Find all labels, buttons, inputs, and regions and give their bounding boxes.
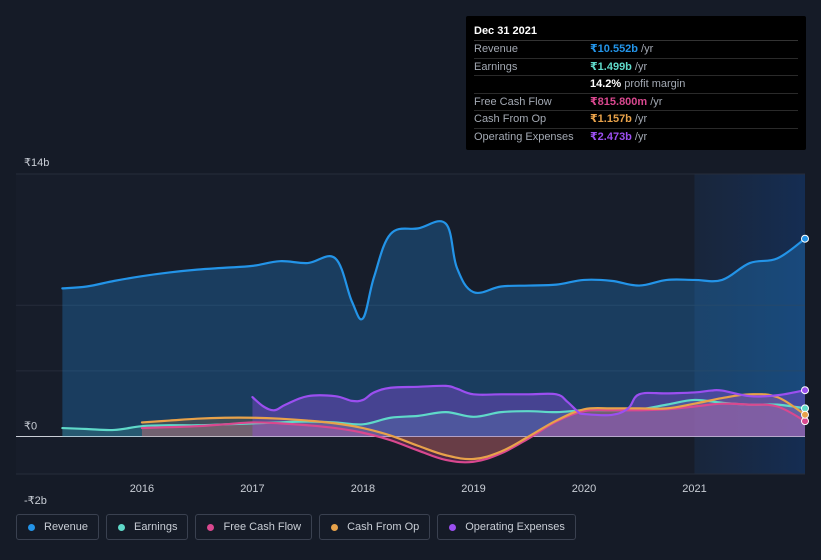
revenue-area (62, 221, 805, 437)
x-tick-label: 2017 (240, 483, 264, 495)
x-tick-label: 2016 (130, 483, 154, 495)
tooltip-label: Cash From Op (474, 113, 547, 125)
plot-background (16, 174, 805, 474)
tooltip-unit: /yr (634, 130, 648, 143)
legend-dot-icon (449, 523, 457, 531)
tooltip-date: Dec 31 2021 (474, 24, 798, 41)
tooltip-unit: /yr (641, 43, 654, 55)
tooltip-row: Free Cash Flow ₹815.800m/yr (474, 94, 798, 111)
free-cash-flow-area (141, 403, 805, 463)
revenue-line (61, 220, 807, 321)
legend: Revenue Earnings Free Cash Flow Cash From O… (16, 514, 576, 540)
legend-dot-icon (28, 523, 35, 531)
tooltip-row: Cash From Op ₹1.157b/yr (474, 111, 798, 129)
x-tick-label: 2019 (461, 483, 485, 495)
y-axis-ticks: ₹14b ₹0 -₹2b (24, 157, 49, 507)
legend-label: Operating Expenses (465, 521, 565, 533)
tooltip-row: Operating Expenses ₹2.473b/yr (474, 129, 798, 146)
gridlines (16, 173, 805, 475)
tooltip-label: Earnings (474, 60, 518, 73)
tooltip-value: ₹815.800m (590, 95, 648, 108)
cash-from-op-line (140, 393, 807, 461)
tooltip-label (474, 76, 590, 93)
tooltip-label: Operating Expenses (474, 130, 574, 143)
legend-label: Free Cash Flow (223, 521, 302, 533)
y-tick-label: ₹14b (24, 157, 49, 169)
y-tick-label: -₹2b (24, 495, 47, 507)
earnings-area (62, 399, 805, 437)
tooltip-unit: profit margin (624, 78, 686, 90)
tooltip-row: Revenue ₹10.552b/yr (474, 41, 798, 59)
tooltip-value: ₹2.473b (590, 130, 632, 143)
legend-label: Earnings (134, 521, 178, 533)
tooltip-unit: /yr (634, 113, 648, 125)
tooltip-unit: /yr (650, 95, 663, 108)
free-cash-flow-line (140, 402, 807, 464)
series-endpoints (801, 234, 809, 426)
tooltip-value: ₹1.157b (590, 113, 632, 125)
operating-expenses-line (251, 384, 807, 417)
legend-label: Revenue (44, 521, 89, 533)
legend-item-earnings[interactable]: Earnings (106, 514, 189, 540)
tooltip-row: 14.2% profit margin (474, 76, 798, 94)
legend-dot-icon (118, 523, 126, 531)
tooltip-row: Earnings ₹1.499b/yr (474, 59, 798, 76)
x-tick-label: 2021 (682, 483, 706, 495)
cash-from-op-endpoint (801, 410, 809, 419)
series-lines (61, 220, 807, 464)
tooltip-rows: Revenue ₹10.552b/yr Earnings ₹1.499b/yr 14.2… (474, 41, 798, 145)
legend-item-revenue[interactable]: Revenue (16, 514, 100, 540)
legend-dot-icon (207, 523, 215, 531)
tooltip-label: Revenue (474, 43, 519, 55)
earnings-line (61, 398, 807, 432)
x-axis-ticks: 2016 2017 2018 2019 2020 2021 (130, 483, 707, 495)
forecast-band (694, 174, 805, 474)
tooltip-unit: /yr (634, 60, 648, 73)
legend-dot-icon (331, 523, 339, 531)
operating-expenses-endpoint (801, 386, 809, 395)
legend-label: Cash From Op (347, 521, 420, 533)
y-tick-label: ₹0 (24, 421, 37, 433)
tooltip-value: ₹1.499b (590, 60, 632, 73)
tooltip-label: Free Cash Flow (474, 95, 552, 108)
x-tick-label: 2020 (572, 483, 596, 495)
legend-item-cash-from-op[interactable]: Cash From Op (319, 514, 431, 540)
legend-item-free-cash-flow[interactable]: Free Cash Flow (195, 514, 313, 540)
tooltip-value: 14.2% (590, 78, 622, 90)
legend-item-operating-expenses[interactable]: Operating Expenses (437, 514, 576, 540)
tooltip-value: ₹10.552b (590, 43, 639, 55)
tooltip: Dec 31 2021 Revenue ₹10.552b/yr Earnings ₹1… (466, 16, 806, 150)
revenue-endpoint (801, 234, 809, 243)
x-tick-label: 2018 (351, 483, 375, 495)
